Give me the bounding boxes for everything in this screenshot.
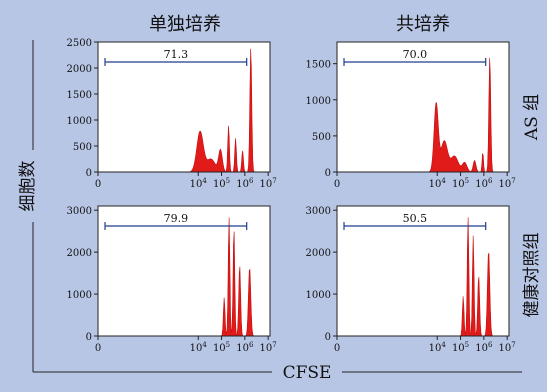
- y-tick-label: 500: [73, 142, 92, 153]
- row-title-as: AS 组: [522, 94, 542, 141]
- y-tick-label: 2000: [67, 64, 92, 75]
- y-tick-label: 2000: [67, 248, 92, 259]
- y-tick-label: 0: [86, 168, 92, 179]
- gate-label: 79.9: [164, 212, 189, 225]
- plot-frame: [336, 205, 510, 337]
- y-tick-label: 1500: [67, 90, 92, 101]
- y-tick-label: 3000: [67, 206, 92, 217]
- y-tick-label: 1000: [306, 96, 331, 107]
- col-title-single: 单独培养: [149, 14, 221, 35]
- plot-area: [337, 42, 509, 172]
- x-tick-label: 0: [334, 343, 340, 354]
- y-tick-label: 1500: [306, 60, 331, 71]
- x-tick-label: 0: [95, 179, 101, 190]
- y-tick-label: 1000: [67, 116, 92, 127]
- y-tick-label: 1000: [67, 290, 92, 301]
- plot-frame: [97, 41, 271, 173]
- col-title-coculture: 共培养: [396, 14, 450, 35]
- y-tick-label: 500: [312, 132, 331, 143]
- plot-area: [98, 42, 270, 172]
- plot-frame: [97, 205, 271, 337]
- y-tick-label: 3000: [306, 206, 331, 217]
- y-tick-label: 2500: [67, 38, 92, 49]
- y-tick-label: 2000: [306, 248, 331, 259]
- y-tick-label: 0: [86, 332, 92, 343]
- y-tick-label: 0: [325, 332, 331, 343]
- y-tick-label: 1000: [306, 290, 331, 301]
- gate-label: 71.3: [164, 48, 189, 61]
- x-axis-title: CFSE: [283, 363, 332, 383]
- y-axis-title: 细胞数: [18, 161, 38, 212]
- gate-label: 50.5: [403, 212, 428, 225]
- gate-label: 70.0: [403, 48, 428, 61]
- x-tick-label: 0: [334, 179, 340, 190]
- x-tick-label: 0: [95, 343, 101, 354]
- row-title-healthy: 健康对照组: [522, 233, 542, 318]
- y-tick-label: 0: [325, 168, 331, 179]
- plot-frame: [336, 41, 510, 173]
